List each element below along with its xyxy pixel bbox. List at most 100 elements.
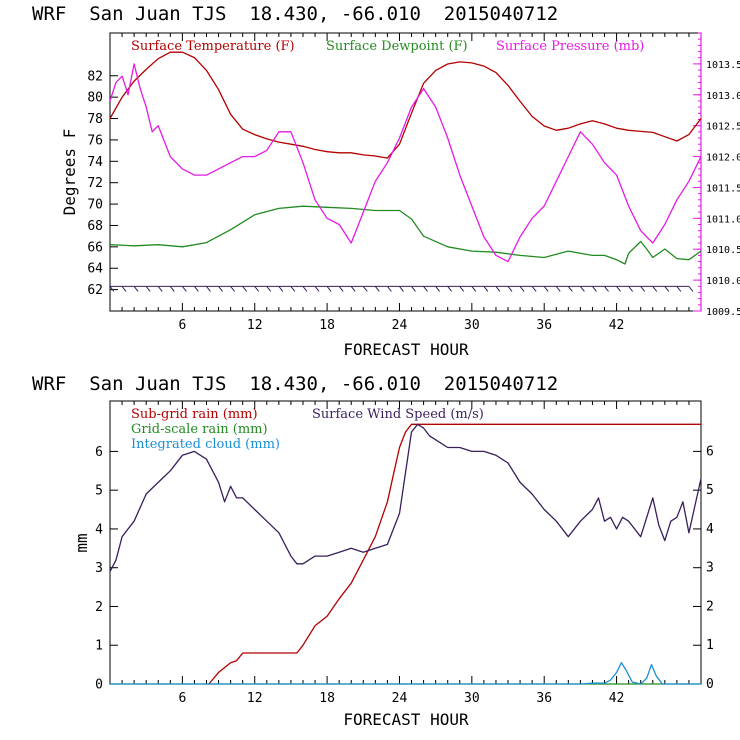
series-line-integrated-cloud [110,662,701,685]
y-tick-label: 6 [95,445,103,460]
wind-barb [387,286,392,292]
x-tick-label: 18 [319,691,335,706]
x-tick-label: 12 [247,318,263,333]
wind-barbs [109,285,694,292]
wind-barb [362,286,368,292]
y-tick-label: 66 [87,240,103,255]
x-tick-label: 24 [392,318,408,333]
y-tick-label: 3 [95,561,103,576]
wind-barb [326,286,332,292]
wind-barb [616,286,621,292]
wind-barb [242,286,248,292]
wind-barb [266,286,272,292]
wind-barb [218,286,223,292]
y-tick-label: 68 [87,219,103,234]
y-tick-label: 78 [87,112,103,127]
plot-frame [109,32,702,312]
x-tick-label: 42 [609,318,625,333]
x-tick-label: 24 [392,691,408,706]
legend-item-sub-grid-rain: Sub-grid rain (mm) [131,407,258,422]
wind-barb [399,286,404,292]
wind-barb [592,286,597,292]
x-tick-label: 6 [178,691,186,706]
legend-item-surface-dewpoint: Surface Dewpoint (F) [326,39,468,54]
x-tick-label: 36 [536,691,552,706]
wind-barb [157,286,163,292]
wind-barb [628,286,634,292]
wind-barb [435,286,441,292]
series-line-surface-dewpoint [109,205,702,265]
wind-barb [507,286,513,292]
wind-barb [459,286,465,292]
series-line-surface-pressure [109,63,702,263]
y-tick-label: 4 [95,522,103,537]
wind-barb [676,286,682,292]
x-axis-label: FORECAST HOUR [343,710,469,729]
precipitation-wind-chart: WRF San Juan TJS 18.430, -66.010 2015040… [32,373,714,729]
x-tick-label: 36 [536,318,552,333]
wind-barb [483,286,489,292]
y-tick-label: 70 [87,198,103,213]
wind-barb [290,286,296,292]
y2-tick-label: 1012.5 [706,122,740,133]
y2-tick-label: 0 [706,677,714,692]
wind-barb [338,286,344,292]
wind-barb [278,286,284,292]
series-line-surface-temperature [109,51,702,159]
wind-barb [640,286,646,292]
wind-barb [471,286,477,292]
wind-barb [194,286,199,292]
y-tick-label: 64 [87,262,103,277]
y2-tick-label: 1013.0 [706,91,740,102]
wind-barb [169,286,175,292]
wind-barb [314,286,320,292]
y2-tick-label: 6 [706,444,714,459]
wind-barb [121,286,127,292]
legend-item-integrated-cloud: Integrated cloud (mm) [131,437,280,452]
y-tick-label: 72 [87,176,103,191]
y-tick-label: 76 [87,133,103,148]
y-axis-label: Degrees F [60,129,79,216]
y2-tick-label: 5 [706,483,714,498]
wind-barb [447,286,453,292]
y2-tick-label: 1010.0 [706,276,740,287]
legend-item-surface-pressure: Surface Pressure (mb) [496,39,644,54]
wind-barb [495,286,501,292]
wind-barb [302,286,308,292]
y-tick-label: 5 [95,484,103,499]
y-tick-label: 0 [95,678,103,693]
wind-barb [652,286,658,292]
x-tick-label: 30 [464,318,480,333]
y-axis-ticks: 0 1 2 3 4 5 6 [95,445,118,693]
x-tick-label: 42 [609,691,625,706]
y-tick-label: 2 [95,600,103,615]
x-axis-label: FORECAST HOUR [343,340,469,359]
wind-barb [145,286,151,292]
x-tick-label: 12 [247,691,263,706]
series-lines [109,51,702,265]
wind-barb [109,286,115,292]
y-tick-label: 62 [87,283,103,298]
y2-tick-label: 2 [706,599,714,614]
wind-barb [519,286,525,292]
wind-barb [411,286,416,292]
y2-tick-label: 1011.5 [706,183,740,194]
legend-item-grid-scale-rain: Grid-scale rain (mm) [131,422,268,437]
right-y-axis-ticks: 0 1 2 3 4 5 6 [693,444,714,692]
series-lines [109,423,702,685]
y-tick-label: 1 [95,639,103,654]
y2-tick-label: 1012.0 [706,153,740,164]
y2-tick-label: 1 [706,638,714,653]
y-axis-ticks: 62 64 66 68 70 72 74 76 78 80 82 [87,69,118,298]
wind-barb [664,286,670,292]
y2-tick-label: 3 [706,561,714,576]
chart-title: WRF San Juan TJS 18.430, -66.010 2015040… [32,373,558,395]
y2-tick-label: 1013.5 [706,60,740,71]
wind-barb [350,286,356,292]
wind-barb [555,286,561,292]
wind-barb [604,286,609,292]
y-tick-label: 82 [87,69,103,84]
wind-barb [579,286,585,292]
x-axis-ticks: 6 12 18 24 30 36 42 [121,401,690,706]
wind-barb [254,286,260,292]
